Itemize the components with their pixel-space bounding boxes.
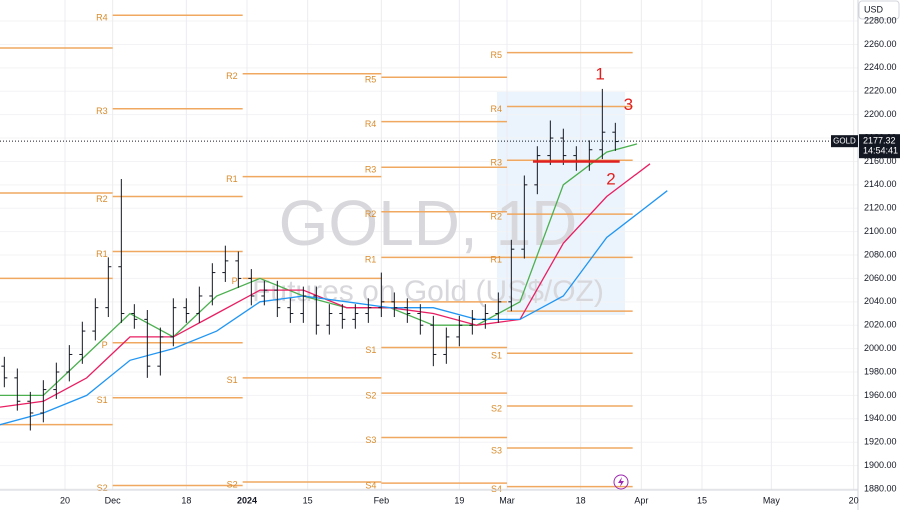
event-icon-bolt — [618, 477, 624, 487]
pivot-label: R1 — [96, 249, 108, 259]
pivot-label: S2 — [97, 483, 108, 493]
x-tick-label: Mar — [499, 495, 515, 505]
y-tick-label: 2040.00 — [864, 296, 897, 306]
pivot-label: R1 — [365, 255, 377, 265]
y-tick-label: 2000.00 — [864, 343, 897, 353]
pivot-label: R2 — [96, 194, 108, 204]
moving-average — [0, 143, 638, 397]
y-tick-label: 1900.00 — [864, 460, 897, 470]
y-tick-label: 1940.00 — [864, 413, 897, 423]
x-tick-label: 20 — [849, 495, 859, 505]
x-tick-label: 2024 — [237, 495, 257, 505]
pivot-label: R4 — [96, 13, 108, 23]
x-tick-label: 18 — [181, 495, 191, 505]
y-tick-label: 2160.00 — [864, 156, 897, 166]
price-tag — [859, 134, 900, 159]
pivot-label: R3 — [490, 158, 502, 168]
countdown: 14:54:41 — [863, 146, 898, 156]
pivot-label: R5 — [365, 75, 377, 85]
pivot-label: S1 — [365, 345, 376, 355]
axis-labels: 1880.00 1900.00 1920.00 1940.00 1960.00 1980.… — [60, 15, 900, 505]
pivot-label: R1 — [226, 174, 238, 184]
pivot-label: S1 — [227, 375, 238, 385]
y-tick-label: 2100.00 — [864, 226, 897, 236]
pivot-label: S2 — [227, 479, 238, 489]
pivot-label: S1 — [491, 351, 502, 361]
x-tick-label: Dec — [105, 495, 122, 505]
x-tick-label: 19 — [454, 495, 464, 505]
pivot-label: S1 — [97, 395, 108, 405]
y-tick-label: 2140.00 — [864, 179, 897, 189]
pivot-label: R3 — [96, 106, 108, 116]
pivot-label: S3 — [365, 435, 376, 445]
watermark-title: GOLD, 1D — [279, 187, 578, 259]
plot: R4 R3 R2 R1 P S1 S2 R2 R1 P S1 S2 R5 R4 R3 R2 R1 S1 S2 S3 S4… — [0, 13, 858, 494]
y-tick-label: 2020.00 — [864, 320, 897, 330]
pivot-label: R5 — [490, 50, 502, 60]
range-box — [497, 92, 625, 315]
annotation: 1 — [595, 64, 604, 83]
pivot-label: R2 — [490, 211, 502, 221]
symbol-label: GOLD — [833, 136, 856, 145]
annotation: 3 — [624, 95, 633, 114]
y-tick-label: 2260.00 — [864, 39, 897, 49]
last-price-label: 2177.32 — [863, 136, 896, 146]
y-tick-label: 1920.00 — [864, 437, 897, 447]
pivot-label: R2 — [365, 209, 377, 219]
y-tick-label: 2200.00 — [864, 109, 897, 119]
x-tick-label: May — [763, 495, 781, 505]
moving-average — [0, 190, 668, 426]
pivot-label: S4 — [491, 484, 502, 494]
x-tick-label: 20 — [60, 495, 70, 505]
annotation: 2 — [606, 170, 615, 189]
y-tick-label: 2280.00 — [864, 15, 897, 25]
x-tick-label: 15 — [303, 495, 313, 505]
x-tick-label: Apr — [634, 495, 648, 505]
pivot-label: R2 — [226, 71, 238, 81]
pivot-label: P — [102, 340, 108, 350]
x-tick-label: 15 — [697, 495, 707, 505]
y-tick-label: 2060.00 — [864, 273, 897, 283]
y-tick-label: 2080.00 — [864, 249, 897, 259]
pivot-label: R1 — [490, 255, 502, 265]
y-tick-label: 2240.00 — [864, 62, 897, 72]
currency-button[interactable] — [858, 0, 900, 20]
pivot-label: S4 — [365, 481, 376, 491]
pivot-label: S2 — [365, 390, 376, 400]
y-tick-label: 1980.00 — [864, 366, 897, 376]
event-icon[interactable] — [613, 474, 629, 490]
y-tick-label: 1880.00 — [864, 483, 897, 493]
x-tick-label: 18 — [576, 495, 586, 505]
y-tick-label: 2220.00 — [864, 86, 897, 96]
grid — [0, 0, 858, 490]
price-axis — [858, 0, 900, 510]
pivot-label: S2 — [491, 403, 502, 413]
y-tick-label: 2120.00 — [864, 203, 897, 213]
pivot-label: R4 — [490, 104, 502, 114]
symbol-tag — [831, 135, 858, 148]
currency[interactable]: USD — [864, 4, 884, 14]
pivot-label: R4 — [365, 119, 377, 129]
pivot-label: R3 — [365, 165, 377, 175]
y-tick-label: 1960.00 — [864, 390, 897, 400]
pivot-label: S3 — [491, 445, 502, 455]
x-tick-label: Feb — [374, 495, 390, 505]
pivot-label: P — [232, 276, 238, 286]
